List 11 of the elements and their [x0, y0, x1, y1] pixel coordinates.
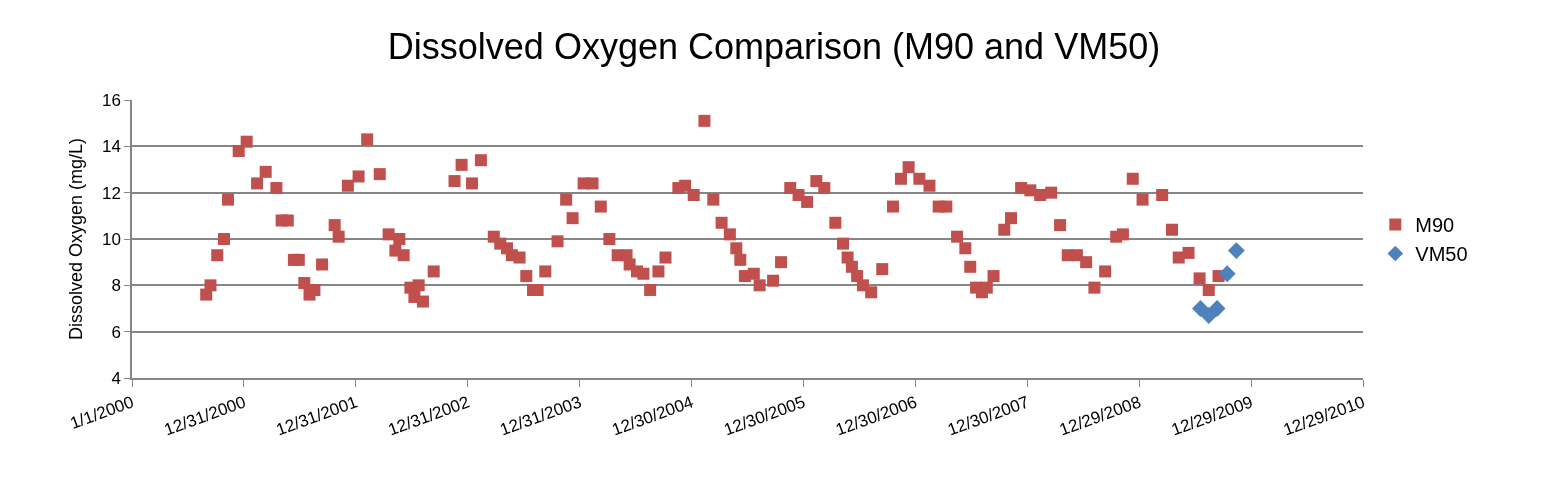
- legend-label: M90: [1415, 214, 1455, 237]
- y-tick-label: 8: [111, 276, 121, 296]
- chart-title: Dissolved Oxygen Comparison (M90 and VM50): [387, 25, 1161, 67]
- y-tick-label: 14: [101, 137, 121, 157]
- y-tick-label: 10: [101, 229, 121, 249]
- y-tick-label: 4: [111, 368, 121, 388]
- legend-label: VM50: [1415, 243, 1468, 266]
- y-axis-title: Dissolved Oxygen (mg/L): [65, 137, 86, 341]
- y-tick-label: 16: [101, 90, 121, 110]
- y-tick-label: 6: [111, 322, 121, 342]
- y-tick-label: 12: [101, 183, 121, 203]
